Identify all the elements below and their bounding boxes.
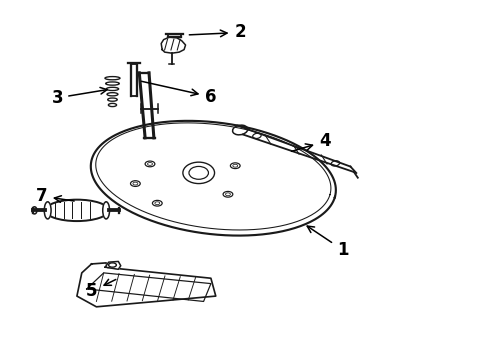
- Text: 5: 5: [86, 279, 116, 301]
- Ellipse shape: [103, 202, 110, 219]
- Text: 7: 7: [36, 187, 74, 205]
- Text: 6: 6: [142, 81, 217, 106]
- Polygon shape: [105, 261, 121, 269]
- Polygon shape: [161, 37, 186, 53]
- Text: 1: 1: [307, 226, 348, 258]
- Text: 4: 4: [292, 132, 331, 151]
- Ellipse shape: [45, 200, 109, 221]
- Text: 3: 3: [51, 87, 107, 107]
- Polygon shape: [77, 263, 216, 307]
- Ellipse shape: [44, 202, 51, 219]
- Text: 2: 2: [189, 23, 246, 41]
